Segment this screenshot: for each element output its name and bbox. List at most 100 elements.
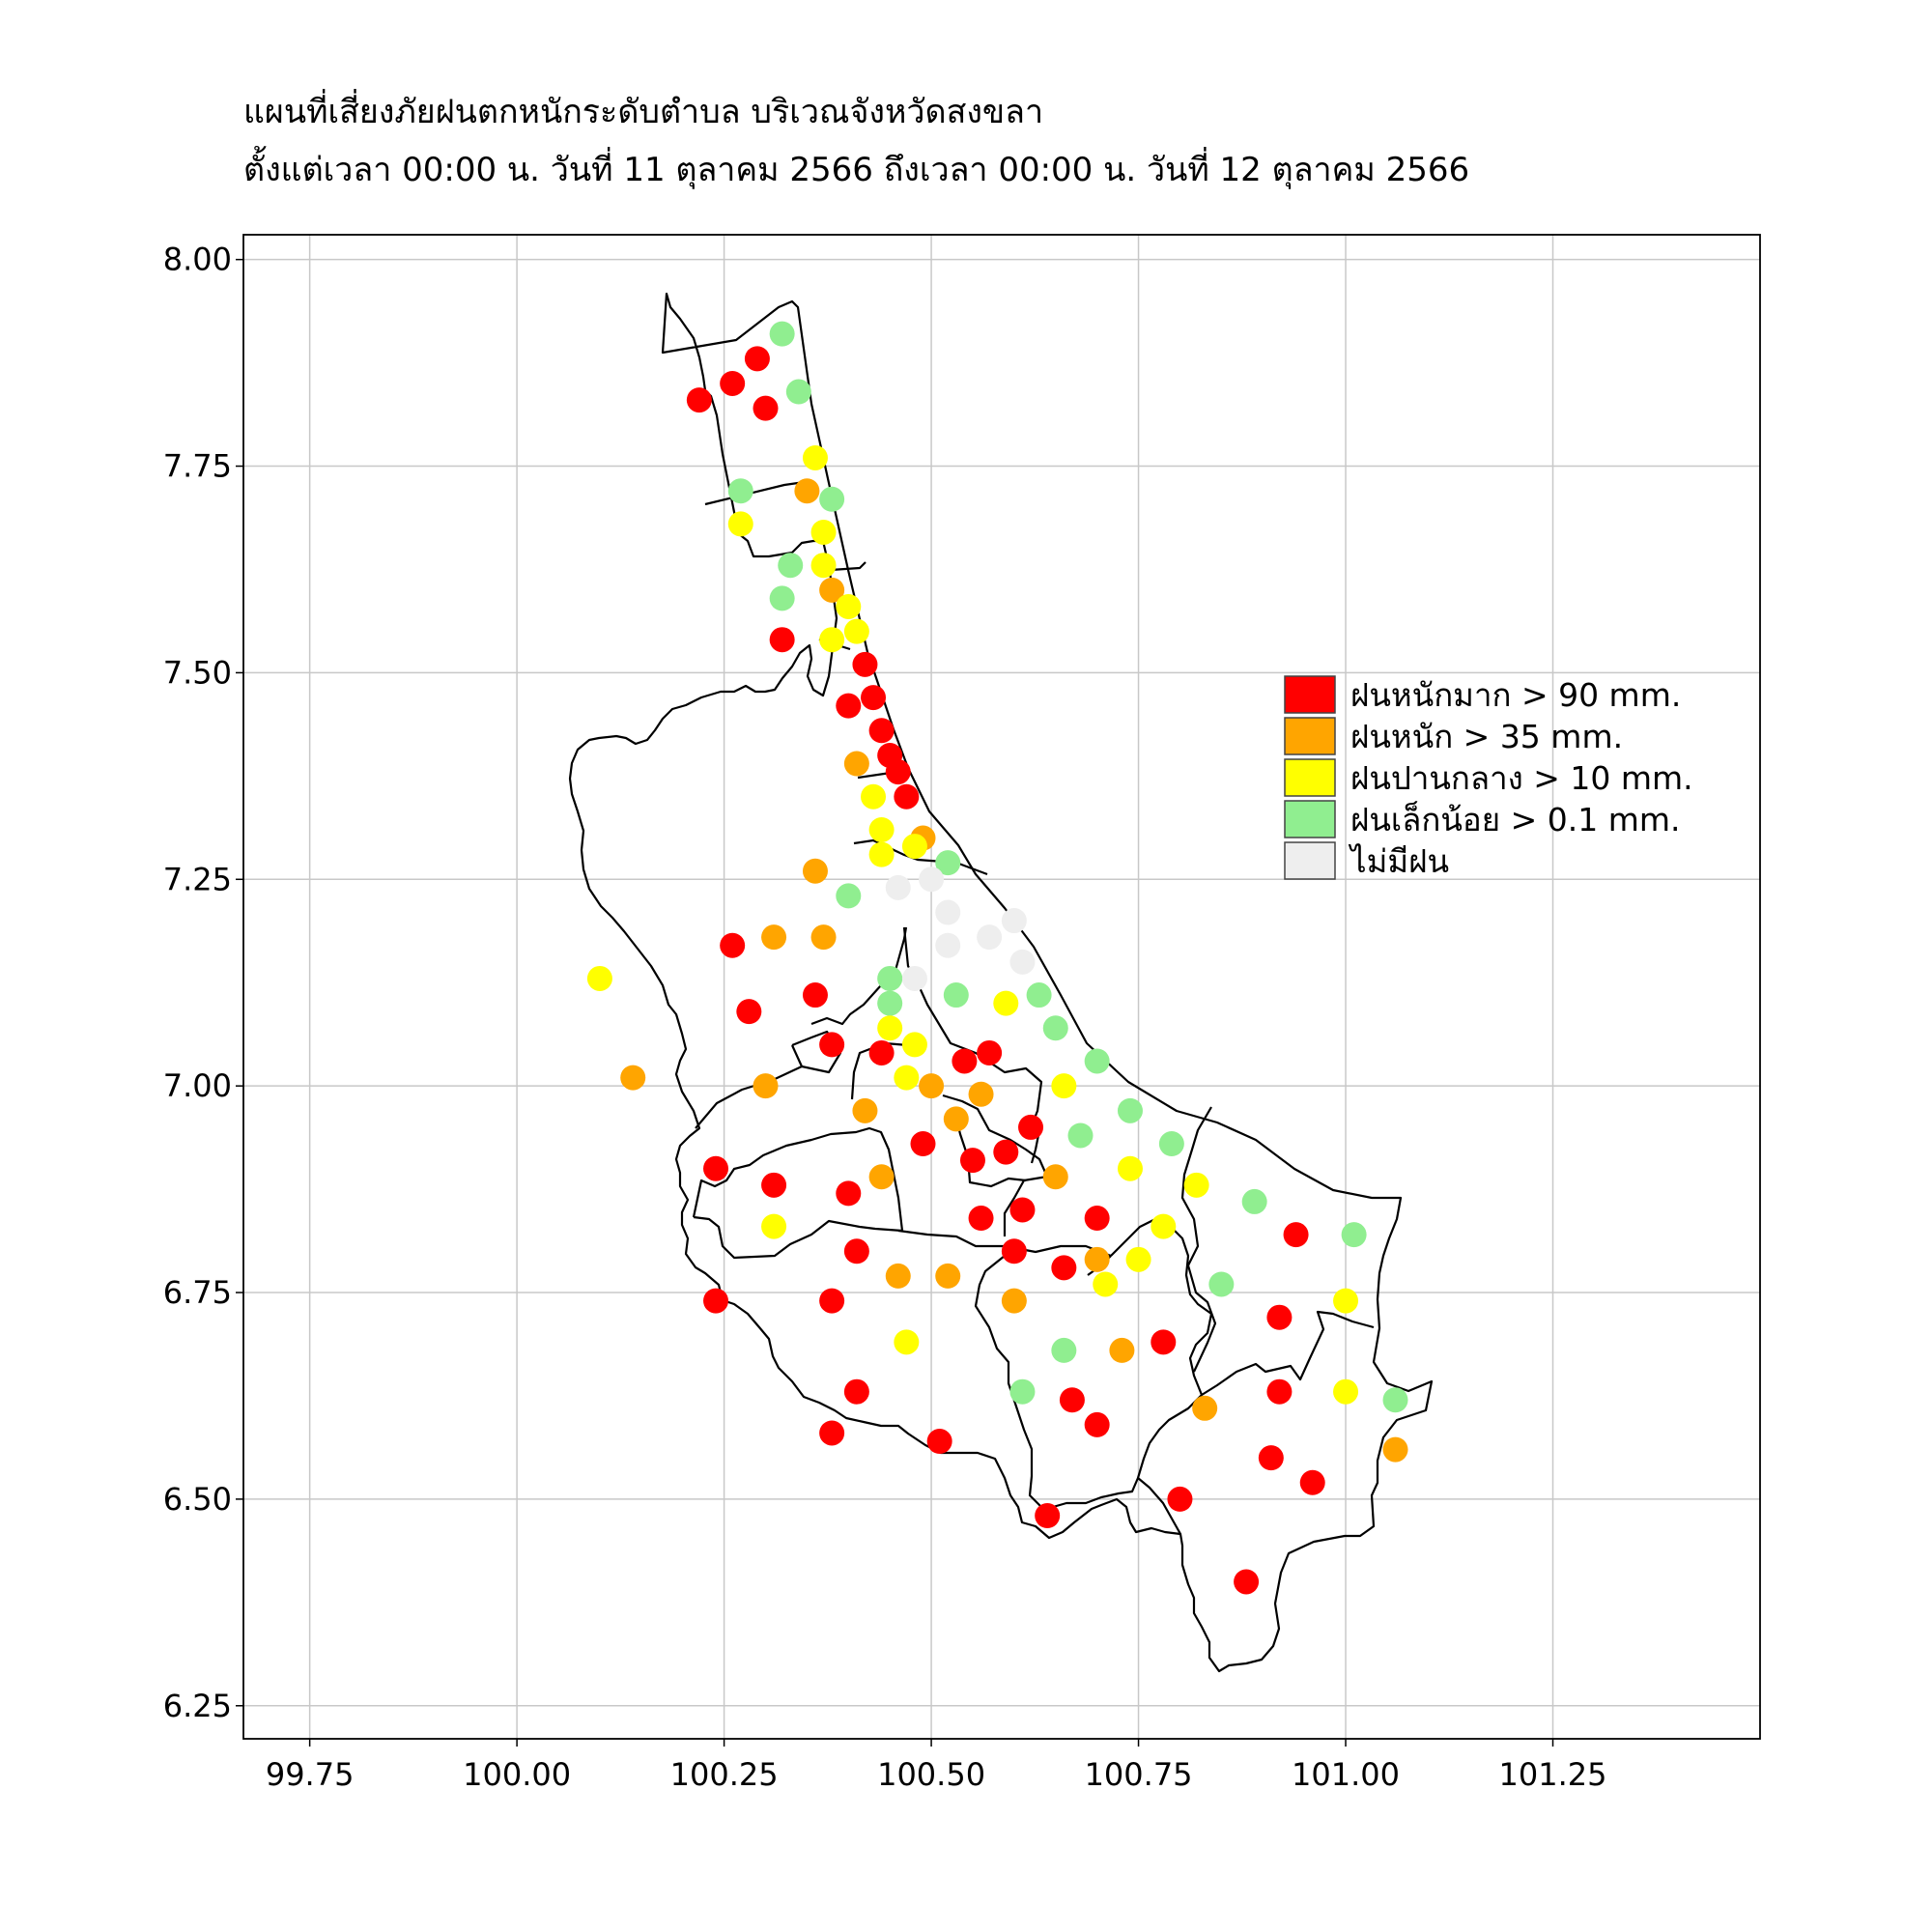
rainfall-point-moderate (802, 444, 828, 470)
rainfall-point-light (877, 965, 903, 991)
district-boundary (695, 1065, 803, 1129)
rainfall-point-vheavy (959, 1148, 985, 1174)
legend-swatch-vheavy (1284, 675, 1336, 714)
rainfall-point-none (885, 874, 911, 900)
rainfall-point-vheavy (977, 1039, 1003, 1065)
rainfall-point-moderate (819, 627, 845, 653)
rainfall-point-heavy (1382, 1436, 1408, 1463)
y-tick-label: 7.25 (163, 861, 232, 897)
district-boundary (1137, 1477, 1181, 1535)
rainfall-point-vheavy (861, 685, 887, 711)
rainfall-point-vheavy (1167, 1486, 1193, 1512)
rainfall-point-none (935, 932, 961, 958)
rainfall-point-moderate (901, 834, 927, 860)
rainfall-point-vheavy (868, 718, 895, 744)
rainfall-point-vheavy (703, 1288, 729, 1314)
legend-label-vheavy: ฝนหนักมาก > 90 mm. (1350, 676, 1681, 714)
rainfall-point-heavy (1084, 1246, 1110, 1272)
rainfall-point-vheavy (843, 1238, 869, 1264)
rainfall-point-light (1084, 1048, 1110, 1074)
rainfall-point-vheavy (1009, 1197, 1036, 1223)
x-tick-label: 100.25 (670, 1756, 779, 1793)
map-title-line-1: แผนที่เสี่ยงภัยฝนตกหนักระดับตำบล บริเวณจ… (243, 93, 1044, 131)
x-tick-label: 99.75 (266, 1756, 355, 1793)
rainfall-point-moderate (894, 1065, 920, 1091)
rainfall-point-vheavy (1234, 1569, 1260, 1595)
rainfall-point-vheavy (910, 1131, 936, 1157)
rainfall-point-moderate (1125, 1246, 1151, 1272)
rainfall-point-vheavy (968, 1206, 994, 1232)
x-tick-label: 100.00 (463, 1756, 571, 1793)
rainfall-point-vheavy (1059, 1387, 1085, 1413)
legend: ฝนหนักมาก > 90 mm. ฝนหนัก > 35 mm. ฝนปานกล… (1284, 675, 1693, 880)
rainfall-point-vheavy (885, 759, 911, 785)
rainfall-point-moderate (1093, 1271, 1119, 1297)
rainfall-point-light (1241, 1188, 1267, 1214)
rainfall-point-vheavy (736, 999, 762, 1025)
rainfall-point-heavy (794, 478, 820, 504)
rainfall-point-heavy (1109, 1337, 1135, 1363)
y-tick-label: 6.75 (163, 1274, 232, 1311)
rainfall-point-moderate (868, 841, 895, 867)
rainfall-point-vheavy (819, 1032, 845, 1058)
rainfall-point-none (919, 867, 945, 893)
rainfall-point-heavy (802, 858, 828, 884)
rainfall-point-vheavy (852, 651, 878, 677)
rainfall-point-moderate (1051, 1073, 1077, 1099)
rainfall-point-none (935, 899, 961, 925)
rainfall-point-light (836, 883, 862, 909)
rainfall-point-light (1117, 1097, 1143, 1123)
rainfall-point-vheavy (802, 982, 828, 1009)
rainfall-point-heavy (1192, 1395, 1218, 1421)
rainfall-points (586, 321, 1408, 1595)
legend-swatch-none (1284, 841, 1336, 880)
rainfall-point-light (1067, 1122, 1094, 1149)
rainfall-point-moderate (993, 990, 1019, 1016)
rainfall-point-vheavy (703, 1155, 729, 1181)
rainfall-point-vheavy (1258, 1445, 1284, 1471)
rainfall-point-heavy (620, 1065, 646, 1091)
rainfall-point-vheavy (819, 1288, 845, 1314)
rainfall-point-vheavy (720, 370, 746, 396)
rainfall-point-moderate (843, 618, 869, 644)
rainfall-point-heavy (1042, 1164, 1068, 1190)
district-boundary (692, 1126, 904, 1260)
rainfall-point-light (1341, 1222, 1367, 1248)
rainfall-point-heavy (810, 924, 837, 951)
x-tick-label: 100.75 (1085, 1756, 1193, 1793)
district-boundary (1201, 1310, 1375, 1396)
rainfall-point-light (778, 553, 804, 579)
rainfall-point-none (977, 924, 1003, 951)
rainfall-point-heavy (761, 924, 787, 951)
rainfall-point-vheavy (952, 1048, 978, 1074)
y-tick-label: 6.25 (163, 1688, 232, 1724)
rainfall-point-heavy (819, 577, 845, 603)
y-tick-label: 7.50 (163, 654, 232, 691)
rainfall-point-moderate (810, 519, 837, 545)
rainfall-point-light (819, 486, 845, 512)
rainfall-point-moderate (1117, 1155, 1143, 1181)
rainfall-point-heavy (919, 1073, 945, 1099)
rainfall-point-vheavy (761, 1172, 787, 1198)
plot-frame (242, 234, 1761, 1740)
rainfall-point-light (1382, 1387, 1408, 1413)
district-boundary (857, 771, 892, 780)
rainfall-point-light (877, 990, 903, 1016)
x-tick-label: 100.50 (877, 1756, 985, 1793)
rainfall-point-moderate (1333, 1288, 1359, 1314)
rainfall-point-heavy (843, 751, 869, 777)
district-boundary (942, 1094, 1049, 1236)
rainfall-point-light (769, 585, 795, 611)
y-tick-label: 7.00 (163, 1067, 232, 1104)
district-boundary (1180, 1106, 1217, 1373)
district-boundary (952, 1110, 1027, 1188)
rainfall-point-vheavy (836, 693, 862, 719)
rainfall-point-moderate (810, 553, 837, 579)
district-boundary (850, 1041, 909, 1100)
rainfall-point-light (785, 379, 811, 405)
rainfall-point-moderate (1151, 1213, 1177, 1239)
rainfall-point-heavy (1001, 1288, 1027, 1314)
rainfall-point-heavy (968, 1081, 994, 1107)
rainfall-point-light (935, 850, 961, 876)
